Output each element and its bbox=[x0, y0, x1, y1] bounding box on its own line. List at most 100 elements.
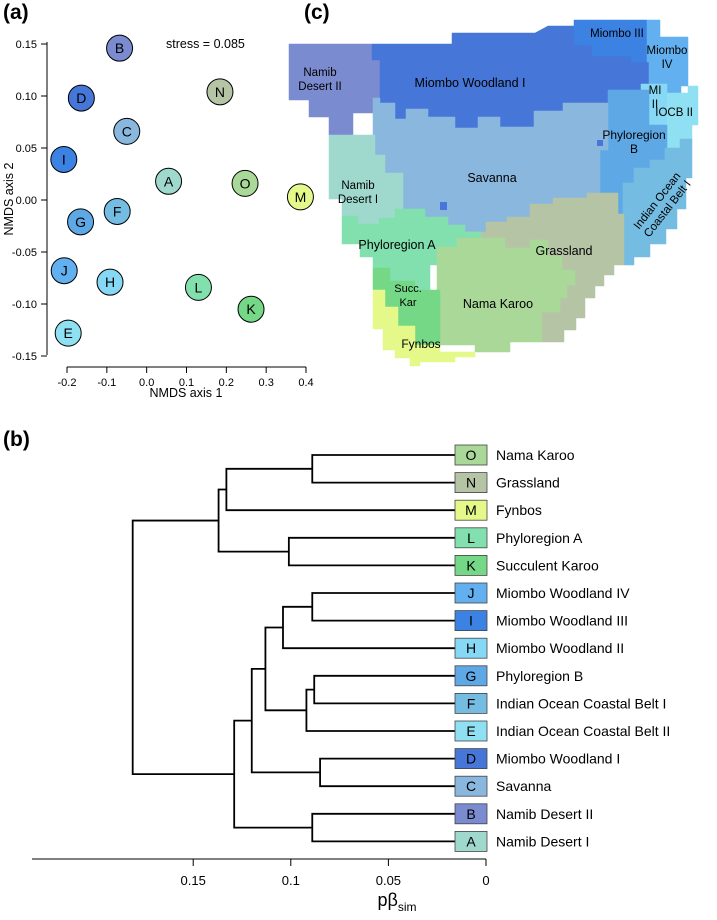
map-label-succulent-karoo: Succ. Kar bbox=[394, 283, 422, 309]
dendrogram-leaf-m: M Fynbos bbox=[454, 499, 542, 521]
point-marker bbox=[50, 145, 78, 173]
leaf-code: O bbox=[466, 447, 477, 463]
panel-label-c: (c) bbox=[304, 1, 330, 24]
dendrogram-leaf-i: I Miombo Woodland III bbox=[454, 610, 628, 631]
dendrogram-branch-m4 bbox=[217, 488, 289, 553]
leaf-code: D bbox=[466, 751, 476, 767]
y-tick-label: 0.05 bbox=[16, 143, 37, 155]
scatter-point-i: I bbox=[50, 145, 78, 173]
point-label: D bbox=[76, 90, 86, 106]
map-region-nama-karoo bbox=[436, 237, 576, 353]
dendrogram-branch-m8 bbox=[305, 688, 455, 732]
dendrogram-x-axis-title: pβsim bbox=[377, 890, 416, 914]
point-label: N bbox=[215, 84, 225, 100]
leaf-name: Indian Ocean Coastal Belt I bbox=[496, 695, 666, 711]
map-label-line: Grassland bbox=[536, 244, 593, 258]
point-marker bbox=[54, 319, 82, 347]
point-label: I bbox=[62, 151, 66, 167]
map-label-indian-ocean-coastal-belt-ii: IOCB II bbox=[655, 107, 693, 119]
dendrogram-branch-m10 bbox=[319, 757, 455, 788]
dendrogram-branch-m6 bbox=[282, 605, 455, 650]
point-marker bbox=[184, 273, 212, 301]
map-label-miombo-woodland-iv: Miombo IV bbox=[647, 45, 688, 71]
leaf-code: J bbox=[468, 585, 475, 601]
scatter-point-c: C bbox=[113, 117, 141, 145]
map-label-line: Namib bbox=[341, 180, 374, 192]
map-label-line: Fynbos bbox=[401, 337, 440, 351]
dendrogram-leaf-d: D Miombo Woodland I bbox=[454, 748, 620, 769]
leaf-name: Fynbos bbox=[496, 502, 542, 518]
point-marker bbox=[50, 257, 78, 285]
dendrogram-leaf-b: B Namib Desert II bbox=[454, 803, 593, 825]
point-marker bbox=[103, 197, 131, 225]
dendrogram-x-tick-label: 0.1 bbox=[282, 873, 300, 888]
leaf-color-box bbox=[454, 472, 488, 494]
leaf-color-box bbox=[454, 831, 488, 852]
leaf-name: Grassland bbox=[496, 475, 560, 491]
leaf-code: A bbox=[466, 833, 476, 849]
point-marker bbox=[67, 84, 95, 112]
map-label-phyloregion-a: Phyloregion A bbox=[358, 238, 436, 252]
point-label: O bbox=[240, 175, 251, 191]
map-patch-miombo-i-1 bbox=[440, 202, 447, 210]
point-marker bbox=[237, 295, 265, 323]
dendrogram-leaf-f: F Indian Ocean Coastal Belt I bbox=[454, 693, 666, 714]
y-tick-label: 0.15 bbox=[16, 39, 37, 51]
map-label-line: IOCB II bbox=[655, 107, 693, 119]
map-label-line: Phyloregion A bbox=[358, 238, 436, 252]
leaf-name: Succulent Karoo bbox=[496, 557, 599, 573]
leaf-code: G bbox=[466, 668, 477, 684]
leaf-color-box bbox=[454, 720, 488, 742]
dendrogram-leaf-h: H Miombo Woodland II bbox=[454, 637, 624, 659]
phyloregion-map: Namib Desert II Miombo Woodland I Miombo II… bbox=[288, 19, 699, 367]
leaf-name: Phyloregion A bbox=[496, 530, 583, 546]
map-label-line: Namib bbox=[303, 67, 336, 79]
dendrogram-branch-m1 bbox=[311, 454, 455, 484]
point-label: F bbox=[113, 203, 122, 219]
dendrogram-branch-m7 bbox=[313, 674, 455, 705]
scatter-point-n: N bbox=[206, 78, 234, 106]
map-region-miombo-woodland-iv bbox=[646, 19, 689, 94]
map-label-miombo-woodland-iii: Miombo III bbox=[590, 28, 644, 40]
dendrogram-leaf-c: C Savanna bbox=[454, 775, 551, 797]
x-title-main: pβ bbox=[377, 890, 397, 910]
point-label: C bbox=[122, 123, 132, 139]
leaf-name: Savanna bbox=[496, 778, 551, 794]
x-tick-label: 0.0 bbox=[139, 377, 154, 389]
map-region-indian-ocean-coastal-belt-i bbox=[622, 138, 693, 266]
dendrogram-x-tick-label: 0 bbox=[482, 873, 489, 888]
leaf-color-box bbox=[454, 499, 488, 521]
map-patch-miombo-i-2 bbox=[597, 140, 603, 146]
scatter-point-d: D bbox=[67, 84, 95, 112]
panel-label-b: (b) bbox=[3, 428, 30, 451]
scatter-point-m: M bbox=[286, 183, 314, 211]
map-label-namib-desert-ii: Namib Desert II bbox=[298, 67, 341, 93]
leaf-color-box bbox=[454, 555, 488, 576]
dendrogram-x-tick-label: 0.15 bbox=[181, 873, 206, 888]
dendrogram-leaf-k: K Succulent Karoo bbox=[454, 555, 599, 576]
map-label-phyloregion-b: Phyloregion B bbox=[602, 128, 665, 156]
y-axis-title: NMDS axis 2 bbox=[2, 162, 16, 235]
point-marker bbox=[67, 208, 95, 236]
leaf-code: F bbox=[467, 695, 476, 711]
point-label: A bbox=[164, 173, 174, 189]
point-label: K bbox=[246, 301, 256, 317]
leaf-code: H bbox=[466, 640, 476, 656]
leaf-color-box bbox=[454, 693, 488, 714]
point-marker bbox=[286, 183, 314, 211]
dendrogram-leaf-e: E Indian Ocean Coastal Belt II bbox=[454, 720, 670, 742]
y-tick-label: -0.05 bbox=[12, 247, 37, 259]
leaf-color-box bbox=[454, 610, 488, 631]
leaf-color-box bbox=[454, 444, 488, 466]
dendrogram-branch-m11 bbox=[250, 668, 321, 774]
leaf-color-box bbox=[454, 775, 488, 797]
map-label-line: II bbox=[652, 99, 658, 111]
point-label: J bbox=[61, 263, 68, 279]
map-label-line: Kar bbox=[399, 297, 416, 309]
point-marker bbox=[231, 169, 259, 197]
dendrogram-leaf-a: A Namib Desert I bbox=[454, 831, 589, 852]
leaf-name: Namib Desert I bbox=[496, 833, 589, 849]
map-label-line: Succ. bbox=[394, 283, 422, 295]
scatter-point-f: F bbox=[103, 197, 131, 225]
leaf-code: L bbox=[467, 530, 475, 546]
